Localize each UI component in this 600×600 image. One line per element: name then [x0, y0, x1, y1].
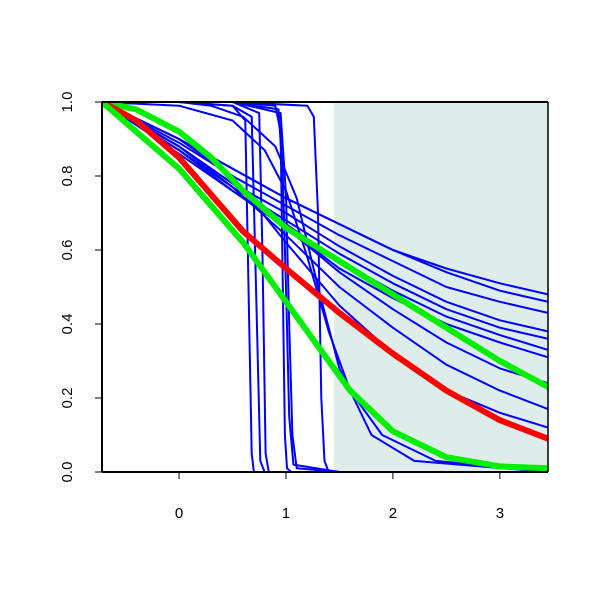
series-line-8 [102, 102, 548, 472]
series-line-18 [102, 102, 548, 411]
series-line-7 [102, 102, 548, 472]
x-tick-label-2: 2 [389, 505, 397, 522]
x-axis-ticks: 0 1 2 3 [175, 472, 504, 522]
y-tick-label-4: 0.8 [59, 166, 76, 187]
series-line-6 [102, 102, 548, 472]
series-line-16 [102, 102, 548, 359]
y-tick-label-3: 0.6 [59, 240, 76, 261]
y-axis-ticks: 0.0 0.2 0.4 0.6 0.8 1.0 [59, 92, 102, 483]
series-line-12 [102, 102, 548, 314]
series-line-5 [102, 102, 548, 472]
series-layer [102, 102, 548, 472]
x-tick-label-0: 0 [175, 505, 183, 522]
series-line-19 [102, 102, 548, 429]
series-line-9 [102, 102, 548, 472]
series-line-20 [102, 102, 548, 390]
y-tick-label-1: 0.2 [59, 388, 76, 409]
y-tick-label-2: 0.4 [59, 314, 76, 335]
y-tick-label-0: 0.0 [59, 462, 76, 483]
y-tick-label-5: 1.0 [59, 92, 76, 113]
x-tick-label-1: 1 [282, 505, 290, 522]
series-line-22 [102, 102, 548, 472]
x-tick-label-3: 3 [496, 505, 504, 522]
series-line-21 [102, 102, 548, 442]
